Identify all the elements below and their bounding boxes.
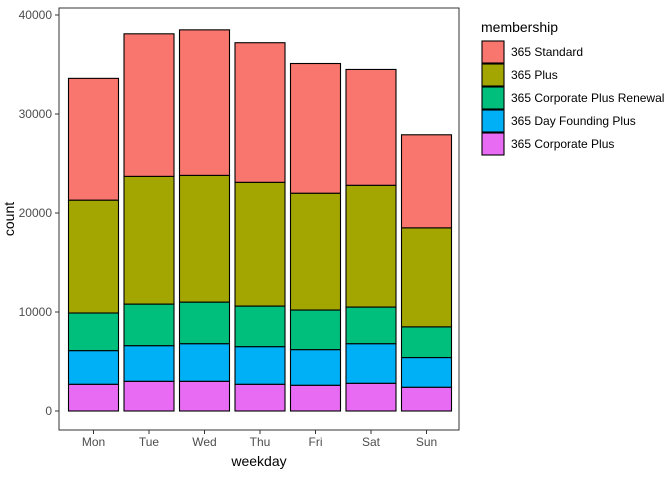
bar-sun-series-4 — [400, 134, 453, 229]
bar-tue-series-3 — [123, 175, 175, 305]
bar-sat-series-1 — [345, 343, 397, 384]
bar-thu-series-1 — [234, 346, 286, 385]
y-tick-label: 30000 — [19, 107, 53, 121]
bar-sun-series-1 — [400, 356, 453, 388]
bar-wed-series-2 — [178, 301, 231, 345]
bar-mon-series-3 — [67, 199, 120, 314]
legend-label: 365 Corporate Plus Renewal — [511, 91, 664, 105]
legend-label: 365 Plus — [511, 68, 558, 82]
x-axis-title: weekday — [230, 453, 286, 469]
legend-key — [481, 40, 505, 64]
y-tick-label: 20000 — [19, 206, 53, 220]
legend-key — [481, 86, 505, 110]
bar-tue-series-1 — [123, 345, 175, 382]
bar-fri-series-3 — [289, 192, 342, 311]
bar-thu-series-2 — [234, 305, 286, 348]
bar-wed-series-4 — [178, 29, 231, 176]
legend-label: 365 Corporate Plus — [511, 137, 614, 151]
x-tick-label: Tue — [139, 435, 160, 449]
x-tick-label: Sat — [362, 435, 381, 449]
legend-label: 365 Standard — [511, 45, 583, 59]
bar-sun-series-0 — [400, 386, 453, 412]
y-tick-label: 40000 — [19, 8, 53, 22]
bar-mon-series-4 — [67, 77, 120, 201]
bar-wed-series-0 — [178, 380, 231, 412]
y-axis: 0 10000 20000 30000 40000 — [19, 8, 59, 418]
x-tick-label: Sun — [416, 435, 437, 449]
bar-mon-series-1 — [67, 350, 120, 385]
bar-fri-series-1 — [289, 349, 342, 386]
bar-tue-series-0 — [123, 380, 175, 412]
bars-layer — [67, 29, 453, 412]
bar-fri-series-2 — [289, 309, 342, 351]
x-tick-label: Fri — [309, 435, 323, 449]
bar-sat-series-3 — [345, 184, 397, 308]
bar-wed-series-1 — [178, 343, 231, 382]
bar-sat-series-0 — [345, 382, 397, 412]
bar-sun-series-3 — [400, 227, 453, 328]
bar-wed-series-3 — [178, 174, 231, 303]
legend-key — [481, 109, 505, 133]
bar-tue-series-4 — [123, 33, 175, 177]
bar-mon-series-0 — [67, 383, 120, 412]
bar-fri-series-0 — [289, 384, 342, 412]
bar-mon-series-2 — [67, 312, 120, 352]
x-tick-label: Thu — [250, 435, 271, 449]
bar-thu-series-3 — [234, 181, 286, 307]
legend-title: membership — [481, 19, 558, 35]
y-axis-title: count — [1, 202, 17, 236]
legend: membership 365 Standard 365 Plus 365 Corpo… — [481, 19, 664, 156]
bar-thu-series-0 — [234, 383, 286, 412]
bar-tue-series-2 — [123, 303, 175, 347]
y-tick-label: 0 — [45, 404, 52, 418]
x-tick-label: Mon — [82, 435, 105, 449]
legend-label: 365 Day Founding Plus — [511, 114, 636, 128]
bar-thu-series-4 — [234, 42, 286, 183]
legend-key — [481, 63, 505, 87]
y-tick-label: 10000 — [19, 305, 53, 319]
legend-key — [481, 132, 505, 156]
bar-sat-series-4 — [345, 68, 397, 186]
bar-sat-series-2 — [345, 306, 397, 345]
bar-fri-series-4 — [289, 62, 342, 194]
bar-sun-series-2 — [400, 326, 453, 359]
x-tick-label: Wed — [192, 435, 216, 449]
x-axis: Mon Tue Wed Thu Fri Sat Sun — [82, 430, 437, 449]
